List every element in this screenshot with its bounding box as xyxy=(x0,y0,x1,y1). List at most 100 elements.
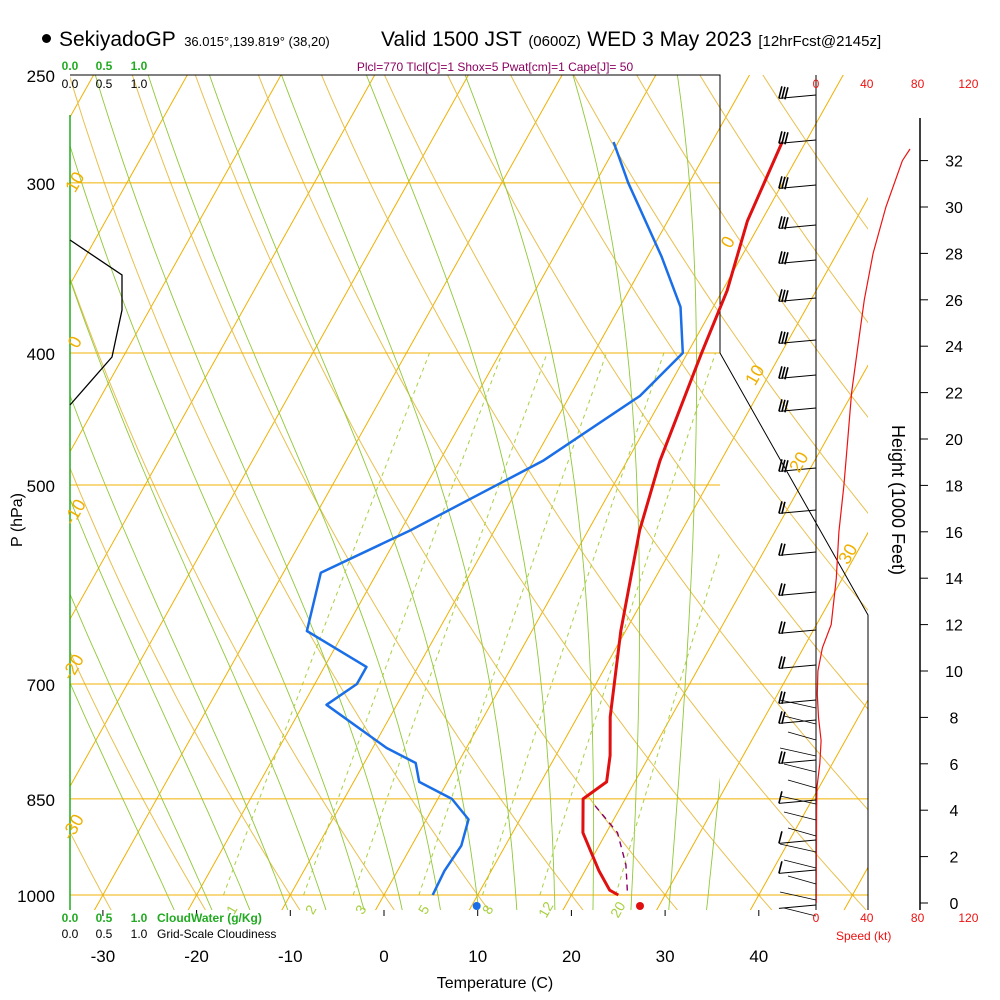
wind-barb-staff xyxy=(778,869,817,874)
temp-tick-label: 20 xyxy=(562,947,581,966)
isotherm-line xyxy=(70,75,376,621)
wind-barb-staff xyxy=(778,551,817,556)
mixing-ratio-line xyxy=(418,352,607,896)
wind-barb-feather xyxy=(778,216,783,229)
ylabel: P (hPa) xyxy=(9,493,26,547)
dry-adiabat xyxy=(70,466,301,910)
isotherm-line xyxy=(927,26,1000,930)
thermo-grid xyxy=(0,26,1000,930)
wind-barb-feather xyxy=(781,366,786,380)
dry-adiabat xyxy=(70,650,207,910)
moist-adiabat xyxy=(209,75,480,910)
wind-barb-feather xyxy=(778,791,783,804)
station-name: SekiyadoGP xyxy=(59,28,176,51)
mixing-ratio-line xyxy=(352,352,548,896)
cloud-scale-label: 0.0 xyxy=(62,59,79,73)
axes xyxy=(69,74,928,916)
height-tick-label: 22 xyxy=(945,386,963,403)
wind-barb-feather xyxy=(778,543,783,556)
wind-barb-feather xyxy=(781,543,786,557)
wind-barb-staff xyxy=(779,699,817,709)
wind-barb-feather xyxy=(778,86,783,99)
speed-tick-label-bottom: 0 xyxy=(813,911,820,925)
dry-adiabat xyxy=(636,75,868,419)
height-tick-label: 32 xyxy=(945,154,963,171)
wind-barb-feather xyxy=(781,751,786,765)
moist-adiabat xyxy=(70,144,365,910)
moist-adiabat xyxy=(70,593,213,910)
wind-barb-feather xyxy=(778,501,783,514)
header: SekiyadoGP 36.015°,139.819° (38,20) xyxy=(42,28,330,52)
wind-barb-feather xyxy=(781,216,786,230)
cloud-scale-label: 1.0 xyxy=(131,927,148,941)
temp-tick-label: -30 xyxy=(91,947,116,966)
temp-tick-label: 0 xyxy=(379,947,388,966)
temp-tick-label: -10 xyxy=(278,947,303,966)
moist-adiabat xyxy=(572,75,640,910)
wind-barb-staff xyxy=(787,827,817,837)
cloud-water-label: CloudWater (g/Kg) xyxy=(157,911,262,925)
mixing-ratio-label: 5 xyxy=(415,902,433,917)
cloud-scale-label: 0.5 xyxy=(96,927,113,941)
temp-tick-label: 10 xyxy=(468,947,487,966)
speed-profile xyxy=(816,148,911,903)
wind-barb-staff xyxy=(778,664,817,669)
moist-adiabat xyxy=(668,75,698,910)
xlabel: Temperature (C) xyxy=(437,975,553,992)
temp-tick-label: 40 xyxy=(749,947,768,966)
station-coords: 36.015°,139.819° (38,20) xyxy=(184,34,330,49)
mixing-ratio-label: 8 xyxy=(479,902,497,917)
moist-adiabat xyxy=(70,497,251,910)
temperature-profile xyxy=(581,141,784,897)
isotherm-line xyxy=(0,26,28,930)
dry-adiabat xyxy=(447,75,868,710)
height-tick-label: 8 xyxy=(950,710,959,727)
pressure-tick-label: 1000 xyxy=(17,887,55,906)
speed-tick-label-top: 0 xyxy=(813,77,820,91)
dry-adiabat xyxy=(70,276,395,910)
cloud-scale-label: 0.0 xyxy=(62,927,79,941)
mixing-ratio-label: 20 xyxy=(607,899,629,921)
isotherm-line xyxy=(281,75,751,910)
speed-tick-label-bottom: 40 xyxy=(860,911,874,925)
moist-adiabat xyxy=(70,394,289,910)
isotherm-label: 10 xyxy=(741,361,768,388)
isotherm-line xyxy=(187,75,657,910)
profiles xyxy=(305,141,911,910)
height-tick-label: 26 xyxy=(945,293,963,310)
wind-barb-staff xyxy=(778,699,817,704)
wind-barb-feather xyxy=(784,367,789,380)
height-tick-label: 6 xyxy=(950,757,959,774)
wind-barb-feather xyxy=(784,87,789,100)
isotherm-line xyxy=(70,75,282,453)
mixing-ratio-label: 2 xyxy=(302,902,320,917)
wind-barb-feather xyxy=(781,176,786,190)
pressure-tick-label: 400 xyxy=(27,345,55,364)
moist-adiabat xyxy=(365,75,556,910)
speed-tick-label-top: 40 xyxy=(860,77,874,91)
wind-barb-feather xyxy=(778,583,783,596)
grid-clip xyxy=(0,26,1000,930)
wind-barb-feather xyxy=(778,331,783,344)
wind-barb-feather xyxy=(778,861,783,874)
isotherm-line xyxy=(843,866,868,910)
wind-barb-feather xyxy=(778,711,783,724)
mixing-ratio-line xyxy=(303,352,503,896)
wind-barb-feather xyxy=(784,332,789,345)
isotherm-line xyxy=(93,75,563,910)
wind-barb-feather xyxy=(781,289,786,303)
wind-barb-feather xyxy=(784,132,789,145)
pressure-tick-label: 700 xyxy=(27,676,55,695)
wind-barb-feather xyxy=(778,459,783,472)
dry-adiabat xyxy=(0,26,24,924)
wind-barb-feather xyxy=(778,751,783,764)
wind-barb-staff xyxy=(778,591,817,596)
wind-barb-staff xyxy=(778,719,817,724)
height-tick-label: 28 xyxy=(945,246,963,263)
wind-barb-feather xyxy=(781,583,786,597)
wind-barb-feather xyxy=(781,131,786,145)
wind-barb-feather xyxy=(784,400,789,413)
wind-barb-staff xyxy=(787,779,817,789)
speed-tick-label-top: 80 xyxy=(911,77,925,91)
dry-adiabat xyxy=(320,75,867,910)
